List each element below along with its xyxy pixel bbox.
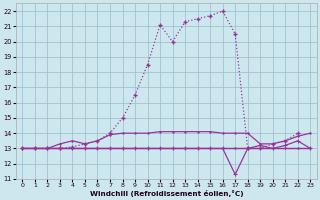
X-axis label: Windchill (Refroidissement éolien,°C): Windchill (Refroidissement éolien,°C) <box>90 190 243 197</box>
